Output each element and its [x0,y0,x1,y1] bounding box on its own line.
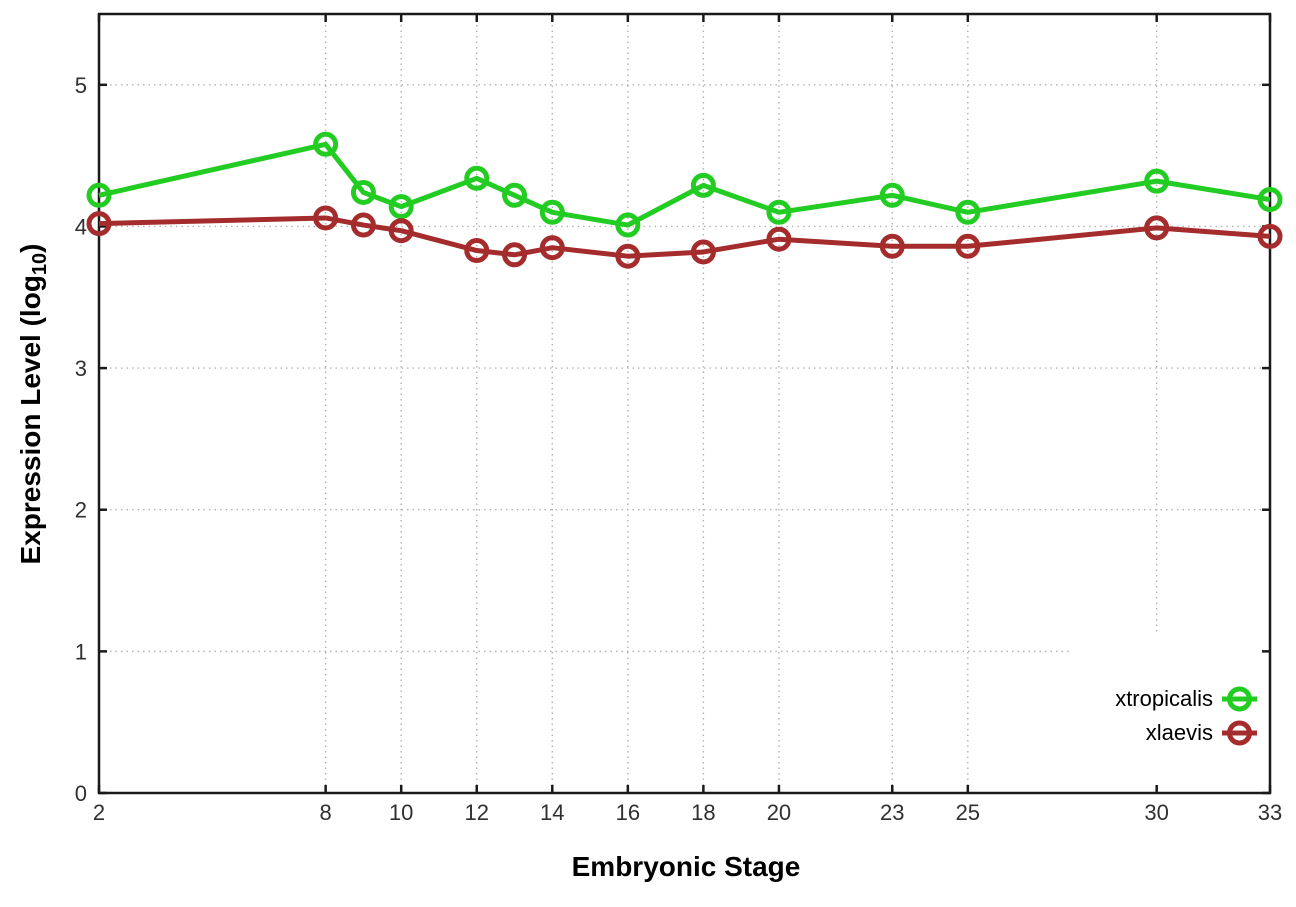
data-point-xlaevis-9 [350,212,376,238]
y-tick-label-1: 1 [75,639,87,664]
data-point-xlaevis-18 [690,239,716,265]
data-point-xtropicalis-30 [1144,168,1170,194]
data-point-xtropicalis-23 [879,182,905,208]
y-axis-title-subscript: 10 [29,253,51,275]
series-line-xlaevis [98,215,1271,259]
data-point-xtropicalis-2 [86,182,112,208]
x-tick-label-23: 23 [880,800,904,825]
data-point-xlaevis-2 [86,211,112,237]
data-point-xtropicalis-16 [615,212,641,238]
data-point-xlaevis-12 [464,238,490,264]
x-tick-label-30: 30 [1144,800,1168,825]
x-tick-label-20: 20 [767,800,791,825]
data-point-xtropicalis-33 [1257,187,1283,213]
y-tick-label-3: 3 [75,356,87,381]
x-tick-label-10: 10 [389,800,413,825]
data-point-xlaevis-30 [1144,215,1170,241]
legend-background [1072,633,1268,789]
x-tick-label-25: 25 [956,800,980,825]
data-point-xtropicalis-18 [690,172,716,198]
data-point-xtropicalis-14 [539,199,565,225]
data-point-xtropicalis-9 [350,179,376,205]
data-point-xlaevis-33 [1257,223,1283,249]
x-axis-title: Embryonic Stage [572,851,801,882]
data-point-xlaevis-10 [388,218,414,244]
legend-marker-xtropicalis [1227,686,1252,712]
legend: xtropicalis xlaevis [1115,686,1213,745]
x-tick-label-33: 33 [1258,800,1282,825]
data-point-xtropicalis-13 [502,182,528,208]
data-point-xlaevis-25 [955,233,981,259]
y-tick-label-4: 4 [75,214,87,239]
data-point-xtropicalis-8 [313,131,339,157]
x-tick-label-8: 8 [320,800,332,825]
y-axis-title-close: ) [15,244,46,253]
data-point-xlaevis-16 [615,243,641,269]
data-point-xtropicalis-25 [955,199,981,225]
legend-marker-xlaevis [1227,720,1252,746]
x-tick-label-2: 2 [93,800,105,825]
y-axis-title-text: Expression Level (log [15,275,46,564]
x-tick-label-14: 14 [540,800,564,825]
legend-label-xtropicalis: xtropicalis [1115,686,1213,711]
data-point-xlaevis-20 [766,226,792,252]
y-tick-label-0: 0 [75,781,87,806]
data-point-xtropicalis-10 [388,194,414,220]
plot-border [97,12,1272,795]
data-point-xlaevis-13 [502,242,528,268]
y-tick-label-5: 5 [75,73,87,98]
data-point-xtropicalis-20 [766,199,792,225]
x-tick-label-12: 12 [464,800,488,825]
data-point-xlaevis-14 [539,235,565,261]
data-point-xlaevis-8 [313,205,339,231]
data-point-xtropicalis-12 [464,165,490,191]
legend-label-xlaevis: xlaevis [1146,720,1213,745]
series-line-xtropicalis [98,141,1271,228]
x-tick-label-18: 18 [691,800,715,825]
y-axis-title: Expression Level (log10) [15,244,51,565]
x-tick-label-16: 16 [616,800,640,825]
data-point-xlaevis-23 [879,233,905,259]
y-tick-label-2: 2 [75,498,87,523]
